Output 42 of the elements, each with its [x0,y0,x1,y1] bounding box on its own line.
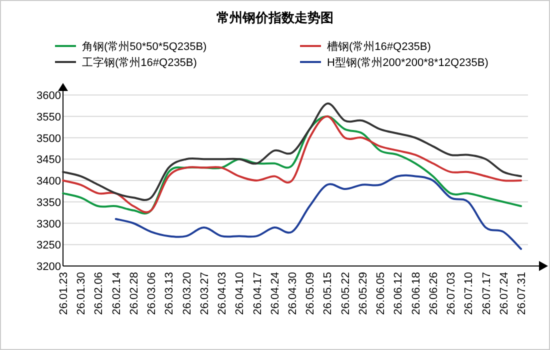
legend-label: 角钢(常州50*50*5Q235B) [82,40,207,53]
line-series [114,174,522,250]
x-tick-label: 26.05.15 [322,272,334,315]
legend-label: 槽钢(常州16#Q235B) [327,40,431,53]
x-tick-label: 26.07.31 [516,272,528,315]
x-tick-label: 26.05.22 [340,272,352,315]
x-tick-label: 26.05.29 [357,272,370,315]
y-tick-label: 3200 [36,261,61,273]
x-tick-label: 26.03.27 [198,272,211,315]
chart-title: 常州钢价指数走势图 [216,10,334,25]
x-tick-label: 26.06.18 [410,272,422,315]
x-tick-label: 26.07.10 [463,272,476,315]
x-tick-label: 26.05.09 [304,272,317,315]
x-tick-label: 26.04.24 [269,272,282,315]
x-tick-label: 26.04.03 [216,272,229,315]
y-tick-label: 3250 [36,240,61,252]
legend-label: H型钢(常州200*200*8*12Q235B) [327,56,488,69]
y-tick-label: 3450 [36,154,61,166]
x-tick-label: 26.04.17 [252,272,264,315]
x-tick-label: 26.03.13 [164,272,176,315]
y-tick-label: 3400 [36,176,61,188]
x-tick-label: 26.07.17 [480,272,493,315]
x-tick-label: 26.06.12 [392,272,405,315]
x-tick-label: 26.02.06 [93,272,106,315]
x-tick-label: 26.01.23 [58,272,70,315]
x-tick-label: 26.07.24 [498,272,510,315]
x-tick-label: 26.04.30 [287,272,299,315]
x-tick-label: 26.04.10 [234,272,246,315]
y-tick-label: 3600 [36,90,61,102]
x-tick-label: 26.06.05 [375,272,388,315]
y-tick-label: 3350 [36,196,61,209]
y-tick-label: 3300 [36,218,61,230]
x-tick-label: 26.06.26 [428,272,440,315]
y-tick-label: 3500 [36,132,61,145]
y-tick-label: 3550 [36,111,61,124]
x-tick-label: 26.02.14 [110,272,123,315]
x-tick-label: 26.03.20 [181,272,194,315]
legend-label: 工字钢(常州16#Q235B) [82,56,197,69]
x-tick-label: 26.07.03 [446,272,458,315]
x-tick-label: 26.02.28 [128,272,140,315]
x-tick-label: 26.03.06 [146,272,158,315]
x-tick-label: 26.01.30 [76,272,88,315]
